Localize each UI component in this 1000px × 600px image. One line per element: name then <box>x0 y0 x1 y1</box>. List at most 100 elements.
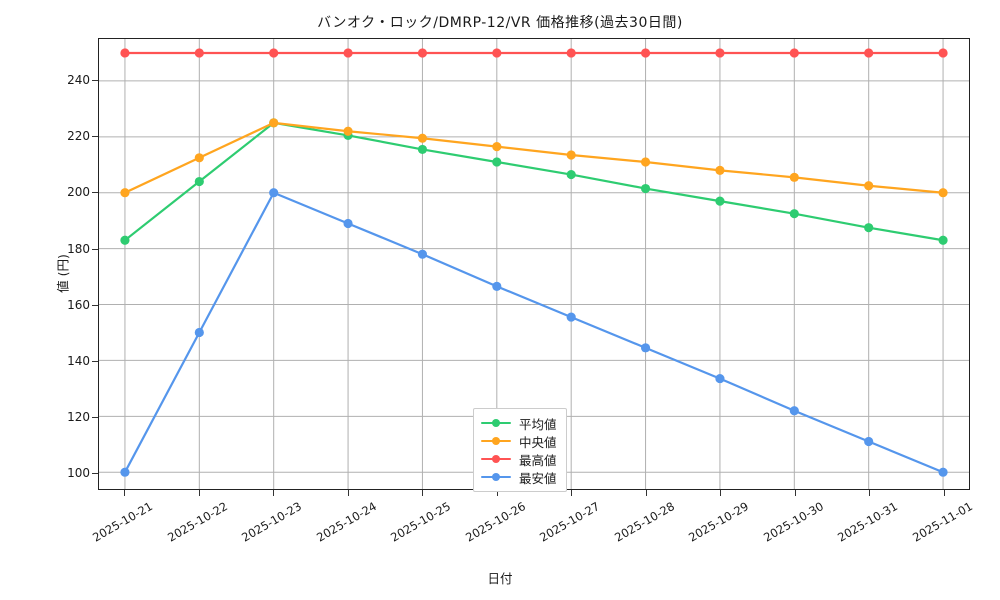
x-tick-mark <box>273 490 275 496</box>
data-point[interactable] <box>120 48 130 58</box>
data-point[interactable] <box>194 176 204 187</box>
x-tick-mark <box>720 490 722 496</box>
chart-title: バンオク・ロック/DMRP-12/VR 価格推移(過去30日間) <box>317 15 683 31</box>
data-point[interactable] <box>938 188 948 198</box>
x-tick-label: 2025-11-01 <box>910 499 975 545</box>
x-tick-label: 2025-10-23 <box>239 499 305 545</box>
legend-swatch-icon <box>481 417 511 429</box>
data-point[interactable] <box>640 343 651 353</box>
y-tick-mark <box>92 417 98 418</box>
x-tick-label: 2025-10-30 <box>761 499 826 545</box>
x-tick-label: 2025-10-29 <box>686 499 752 545</box>
data-point[interactable] <box>120 467 130 477</box>
data-point[interactable] <box>789 406 799 416</box>
legend-label: 平均値 <box>519 416 557 432</box>
data-point[interactable] <box>492 157 502 167</box>
data-point[interactable] <box>492 142 502 152</box>
x-tick-label: 2025-10-27 <box>537 499 603 545</box>
y-tick-label: 140 <box>67 353 90 368</box>
data-point[interactable] <box>789 48 799 58</box>
x-tick-label: 2025-10-24 <box>313 499 379 545</box>
y-tick-mark <box>92 136 98 138</box>
data-point[interactable] <box>269 118 279 128</box>
data-point[interactable] <box>715 48 725 58</box>
y-tick-mark <box>92 80 98 82</box>
data-point[interactable] <box>343 48 353 58</box>
y-tick-label: 240 <box>67 73 90 88</box>
series-line-0 <box>125 123 943 240</box>
data-point[interactable] <box>640 183 651 194</box>
legend-label: 中央値 <box>519 434 557 450</box>
y-tick-label: 100 <box>67 466 90 481</box>
x-tick-mark <box>496 490 498 496</box>
data-point[interactable] <box>120 235 130 245</box>
data-point[interactable] <box>194 153 204 163</box>
y-tick-label: 200 <box>67 185 90 200</box>
data-point[interactable] <box>417 249 428 259</box>
data-point[interactable] <box>120 188 130 198</box>
data-point[interactable] <box>864 48 874 58</box>
data-point[interactable] <box>417 133 428 143</box>
data-point[interactable] <box>938 467 948 477</box>
x-tick-label: 2025-10-28 <box>611 499 677 545</box>
x-tick-label: 2025-10-25 <box>388 499 454 545</box>
data-point[interactable] <box>492 48 502 58</box>
y-tick-mark <box>92 473 98 475</box>
data-point[interactable] <box>715 374 725 384</box>
legend-item-2[interactable]: 最高値 <box>481 450 557 468</box>
y-tick-label: 180 <box>67 241 90 256</box>
data-point[interactable] <box>566 312 576 322</box>
data-point[interactable] <box>194 48 204 58</box>
legend-swatch-icon <box>481 435 511 447</box>
legend-swatch-icon <box>481 471 511 483</box>
y-tick-label: 120 <box>67 410 90 424</box>
y-tick-mark <box>92 192 98 194</box>
data-point[interactable] <box>864 223 874 233</box>
data-point[interactable] <box>269 48 279 58</box>
data-point[interactable] <box>194 327 204 338</box>
x-tick-label: 2025-10-31 <box>835 499 901 545</box>
data-point[interactable] <box>864 181 874 191</box>
legend-swatch-icon <box>481 453 511 465</box>
x-tick-mark <box>198 490 200 496</box>
data-point[interactable] <box>789 209 799 219</box>
x-tick-label: 2025-10-21 <box>90 499 155 545</box>
x-tick-label: 2025-10-22 <box>164 499 230 545</box>
x-tick-mark <box>347 490 349 496</box>
data-point[interactable] <box>640 157 651 167</box>
data-point[interactable] <box>938 48 948 58</box>
data-point[interactable] <box>789 172 799 182</box>
x-tick-mark <box>869 490 871 496</box>
legend-label: 最安値 <box>519 470 557 486</box>
y-tick-mark <box>92 248 98 250</box>
x-tick-mark <box>422 490 424 496</box>
legend-item-1[interactable]: 中央値 <box>481 432 557 450</box>
x-axis-title: 日付 <box>487 571 513 586</box>
series-line-3 <box>125 193 943 473</box>
data-point[interactable] <box>417 144 428 154</box>
y-tick-mark <box>92 360 98 362</box>
chart-legend[interactable]: 平均値中央値 最高値最安値 <box>473 408 567 492</box>
data-point[interactable] <box>566 150 576 160</box>
legend-item-0[interactable]: 平均値 <box>481 414 557 432</box>
data-series-layer <box>120 48 948 477</box>
data-point[interactable] <box>269 188 279 198</box>
y-axis-title: 値 (円) <box>55 254 71 293</box>
legend-item-3[interactable]: 最安値 <box>481 468 557 486</box>
data-point[interactable] <box>864 436 874 447</box>
x-tick-mark <box>571 490 573 496</box>
data-point[interactable] <box>566 169 576 180</box>
data-point[interactable] <box>566 48 576 58</box>
x-tick-mark <box>944 490 945 496</box>
data-point[interactable] <box>492 281 502 291</box>
data-point[interactable] <box>417 48 428 58</box>
data-point[interactable] <box>715 196 725 206</box>
data-point[interactable] <box>343 126 353 136</box>
data-point[interactable] <box>343 218 353 229</box>
y-tick-label: 220 <box>67 129 90 144</box>
data-point[interactable] <box>715 165 725 175</box>
data-point[interactable] <box>938 235 948 245</box>
data-point[interactable] <box>640 48 651 58</box>
x-tick-mark <box>794 490 796 496</box>
